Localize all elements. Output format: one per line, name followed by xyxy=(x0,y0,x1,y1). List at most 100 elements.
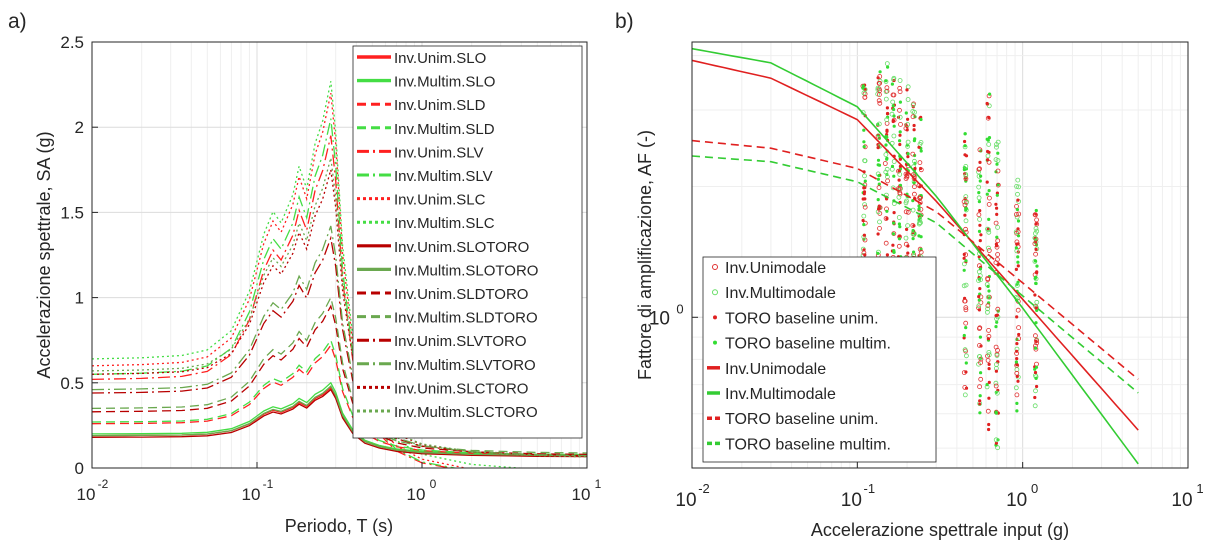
scatter-point xyxy=(985,137,989,141)
series-line-10 xyxy=(92,304,587,456)
scatter-point xyxy=(891,243,895,247)
scatter-point xyxy=(1016,211,1022,217)
scatter-point xyxy=(885,178,890,184)
scatter-point xyxy=(986,103,992,109)
scatter-point xyxy=(1033,276,1037,280)
scatter-point xyxy=(890,82,895,86)
scatter-point xyxy=(963,226,968,232)
scatter-point xyxy=(898,183,903,187)
scatter-point xyxy=(1035,270,1039,274)
scatter-point xyxy=(1015,409,1019,413)
scatter-point xyxy=(978,356,984,362)
scatter-point xyxy=(986,294,991,300)
scatter-point xyxy=(977,200,982,204)
legend-box xyxy=(352,45,583,439)
scatter-point xyxy=(1016,325,1021,331)
scatter-point xyxy=(995,224,1000,230)
scatter-point xyxy=(897,178,901,182)
scatter-point xyxy=(912,250,916,254)
scatter-point xyxy=(876,251,880,255)
scatter-point xyxy=(1015,242,1019,246)
scatter-point xyxy=(1014,392,1020,398)
scatter-point xyxy=(961,199,967,205)
scatter-point xyxy=(995,206,999,210)
scatter-point xyxy=(905,84,911,90)
scatter-point xyxy=(993,437,999,443)
scatter-point xyxy=(976,269,982,275)
scatter-point xyxy=(897,85,903,91)
legend-label: TORO baseline multim. xyxy=(725,336,891,353)
scatter-point xyxy=(995,235,999,239)
scatter-point xyxy=(1015,315,1019,319)
scatter-point xyxy=(1015,177,1021,183)
legend-label: Inv.Unim.SLO xyxy=(394,50,486,67)
scatter-point xyxy=(917,220,922,226)
scatter-point xyxy=(979,371,983,375)
scatter-point xyxy=(996,183,1000,187)
scatter-point xyxy=(977,295,981,299)
scatter-point xyxy=(896,243,902,249)
scatter-point xyxy=(862,173,867,179)
scatter-point xyxy=(883,96,889,102)
scatter-point xyxy=(1033,333,1038,339)
scatter-point xyxy=(964,370,968,374)
scatter-point xyxy=(1016,255,1020,259)
scatter-point xyxy=(976,278,981,284)
x-tick-label: 10 xyxy=(841,490,862,511)
scatter-point xyxy=(897,186,903,192)
scatter-point xyxy=(996,151,1000,155)
scatter-point xyxy=(892,174,896,178)
scatter-point xyxy=(994,353,1000,358)
scatter-point xyxy=(977,325,983,331)
scatter-point xyxy=(995,257,1000,262)
scatter-point xyxy=(1035,264,1039,268)
scatter-point xyxy=(979,174,983,178)
scatter-point xyxy=(862,145,866,149)
scatter-point xyxy=(903,241,909,247)
y-tick-label: 0.5 xyxy=(60,374,84,393)
scatter-point xyxy=(905,122,910,127)
scatter-point xyxy=(877,92,882,97)
scatter-point xyxy=(884,61,890,66)
scatter-point xyxy=(885,209,889,213)
legend-marker xyxy=(713,340,717,345)
legend-label: Inv.Unim.SLV xyxy=(394,144,483,161)
scatter-point xyxy=(897,171,903,177)
scatter-point xyxy=(876,177,881,181)
scatter-point xyxy=(1033,388,1038,394)
scatter-point xyxy=(963,320,969,326)
x-tick-label: 10 xyxy=(407,485,426,504)
legend-label: Inv.Unimodale xyxy=(725,260,826,277)
scatter-point xyxy=(985,306,990,312)
scatter-point xyxy=(897,107,902,113)
scatter-point xyxy=(963,176,969,182)
scatter-point xyxy=(885,129,889,133)
scatter-point xyxy=(912,128,916,132)
scatter-point xyxy=(912,191,917,197)
scatter-point xyxy=(883,79,889,84)
scatter-point xyxy=(903,235,909,241)
scatter-point xyxy=(862,128,866,132)
scatter-point xyxy=(1016,234,1021,238)
series-line-9 xyxy=(92,385,587,457)
scatter-point xyxy=(978,411,982,415)
chart-a-legend: Inv.Unim.SLO Inv.Multim.SLO Inv.Unim.SLD In… xyxy=(352,45,583,439)
scatter-point xyxy=(905,227,909,231)
scatter-point xyxy=(863,253,867,257)
scatter-point xyxy=(978,399,982,403)
scatter-point xyxy=(892,211,896,215)
scatter-point xyxy=(963,282,969,288)
x-tick-exponent: 1 xyxy=(595,477,602,491)
scatter-point xyxy=(986,337,991,341)
x-tick-label: 10 xyxy=(572,485,591,504)
series-line-6 xyxy=(92,92,469,468)
scatter-point xyxy=(995,158,1001,163)
scatter-point xyxy=(977,166,982,172)
scatter-point xyxy=(898,157,903,161)
scatter-point xyxy=(978,179,982,183)
chart-a-frame xyxy=(91,41,588,469)
scatter-point xyxy=(986,248,992,253)
scatter-point xyxy=(913,166,917,171)
scatter-point xyxy=(905,97,911,102)
scatter-point xyxy=(911,228,915,233)
